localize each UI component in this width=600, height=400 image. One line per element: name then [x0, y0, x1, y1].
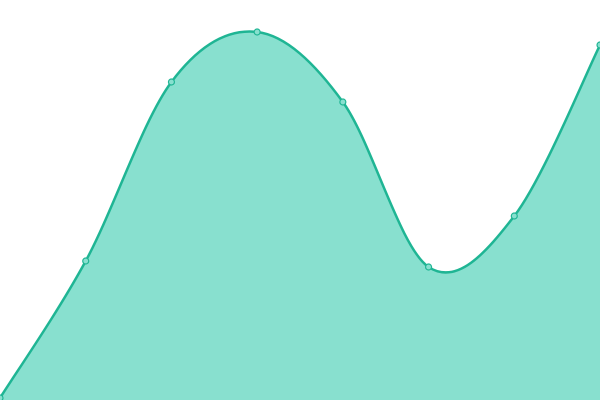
- data-point: [167, 78, 176, 86]
- data-point: [253, 28, 261, 36]
- data-point: [510, 212, 518, 220]
- data-point: [596, 41, 600, 49]
- area-fill: [0, 31, 600, 400]
- data-point: [339, 98, 347, 106]
- data-point: [0, 394, 4, 400]
- data-point: [424, 263, 433, 271]
- data-point: [82, 257, 90, 265]
- area-line: [0, 30, 600, 399]
